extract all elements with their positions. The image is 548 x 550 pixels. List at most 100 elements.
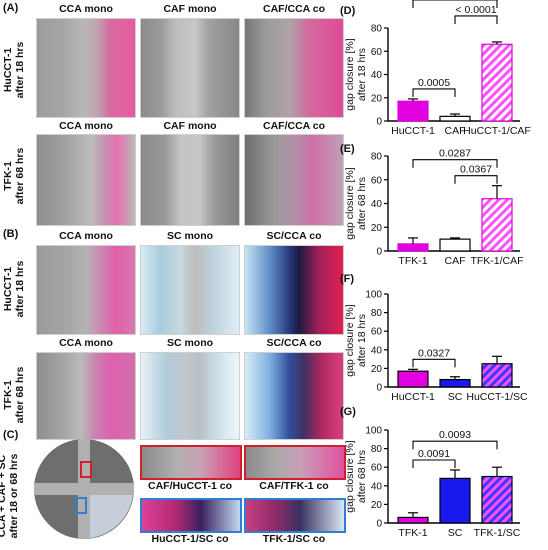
significance-bracket [412,88,456,97]
y-axis-label: gap closure [%] [344,440,356,512]
y-tick-label: 20 [371,364,383,375]
category-label: TFK-1 [398,255,427,267]
significance-bracket [454,15,498,24]
bar [481,363,513,388]
micrograph-tfk1-caf-cca-co [244,134,344,226]
significance-bracket [412,440,498,450]
y-axis-label: gap closure [%] [344,167,356,239]
y-tick-label: 80 [371,24,383,35]
panel-label: (G) [340,406,356,418]
p-value-label: < 0.0001 [455,4,496,16]
column-title: CCA mono [59,337,113,349]
panel-label-a: (A) [3,2,19,14]
panel-c-side-label: CCA + CAF + SC after 18 or 68 hrs [0,448,22,544]
row-label-hucct1-a: HuCCT-1 after 18 hrs [2,35,28,105]
significance-bracket [412,159,498,168]
y-axis-label-2: after 18 hrs [356,314,368,367]
category-label: TFK-1/CAF [470,255,523,267]
row-label-line2: after 18 hrs [14,260,26,318]
side-label-line2: after 18 or 68 hrs [8,453,20,539]
p-value-label: 0.0367 [460,164,492,176]
column-title: CCA mono [59,3,113,15]
y-tick-label: 0 [376,117,382,128]
significance-bracket [412,459,456,468]
column-title: CAF/CCA co [262,120,326,132]
column-title: CAF/CCA co [262,3,326,15]
bar [439,115,471,122]
y-tick-label: 0 [376,383,382,394]
y-tick-label: 20 [371,500,383,511]
bar [439,238,471,252]
row-label-tfk1-a: TFK-1 after 68 hrs [2,141,28,211]
p-value-label: 0.0091 [418,448,450,460]
y-tick-label: 80 [371,444,383,455]
y-tick-label: 60 [371,175,383,186]
micrograph-hucct1-cca-mono-b [36,245,136,335]
y-tick-label: 80 [371,308,383,319]
micrograph-hucct1-caf-mono [140,18,240,118]
bar [481,475,513,524]
bar [397,370,429,388]
bar [397,100,429,122]
sc-quadrant [90,495,133,538]
y-axis-label: gap closure [%] [344,38,356,110]
y-tick-label: 40 [371,481,383,492]
p-value-label: 0.0327 [418,347,450,359]
category-label: SC [448,391,463,403]
p-value-label: 0.0093 [439,429,471,441]
column-title: SC mono [166,337,214,349]
y-tick-label: 100 [365,290,382,301]
row-label-line2: after 18 hrs [14,41,26,99]
column-title: CAF mono [163,3,217,15]
category-label: HuCCT-1 [391,391,435,403]
row-label-line1: TFK-1 [2,161,14,191]
row-label-line1: TFK-1 [2,380,14,410]
p-value-label: 0.0287 [439,148,471,160]
panel-label: (F) [340,273,354,285]
gap-horizontal [34,483,134,495]
bar [439,378,471,388]
y-tick-label: 60 [371,463,383,474]
y-tick-label: 0 [376,247,382,258]
row-label-line1: HuCCT-1 [2,266,14,312]
caption-caf-hucct1: CAF/HuCCT-1 co [148,480,232,492]
micrograph-hucct1-sc-mono [140,245,240,335]
column-title: SC/CCA co [266,230,322,242]
y-axis-label: gap closure [%] [344,304,356,376]
micrograph-hucct1-caf-cca-co [244,18,344,118]
row-label-line1: HuCCT-1 [2,47,14,93]
category-label: HuCCT-1/SC [466,391,528,403]
row-label-line2: after 68 hrs [14,366,26,424]
significance-bracket [454,175,498,184]
p-value-label: 0.0005 [418,77,450,89]
column-title: CCA mono [59,120,113,132]
category-label: TFK-1/SC [474,527,521,539]
category-label: HuCCT-1 [391,125,435,137]
micrograph-hucct1-sc-cca-co [244,245,344,335]
row-label-hucct1-b: HuCCT-1 after 18 hrs [2,254,28,324]
y-tick-label: 60 [371,327,383,338]
red-roi-box [80,461,92,478]
panel-label: (D) [340,5,356,17]
micrograph-hucct1-sc-co [140,498,242,533]
y-tick-label: 20 [371,223,383,234]
category-label: TFK-1 [398,527,427,539]
bar [397,243,429,252]
caption-hucct1-sc: HuCCT-1/SC co [151,533,229,545]
bar [481,198,513,252]
panel-label: (E) [340,143,355,155]
row-label-tfk1-b: TFK-1 after 68 hrs [2,360,28,430]
y-tick-label: 100 [365,426,382,437]
category-label: HuCCT-1/CAF [463,125,531,137]
panel-label-b: (B) [3,228,19,240]
y-axis-label-2: after 18 hrs [356,48,368,101]
y-tick-label: 40 [371,345,383,356]
blue-roi-box [75,497,87,514]
category-label: SC [448,527,463,539]
significance-bracket [412,0,498,8]
column-title: SC mono [166,230,214,242]
category-label: CAF [445,125,466,137]
micrograph-caf-hucct1-co [140,445,242,480]
y-tick-label: 40 [371,199,383,210]
